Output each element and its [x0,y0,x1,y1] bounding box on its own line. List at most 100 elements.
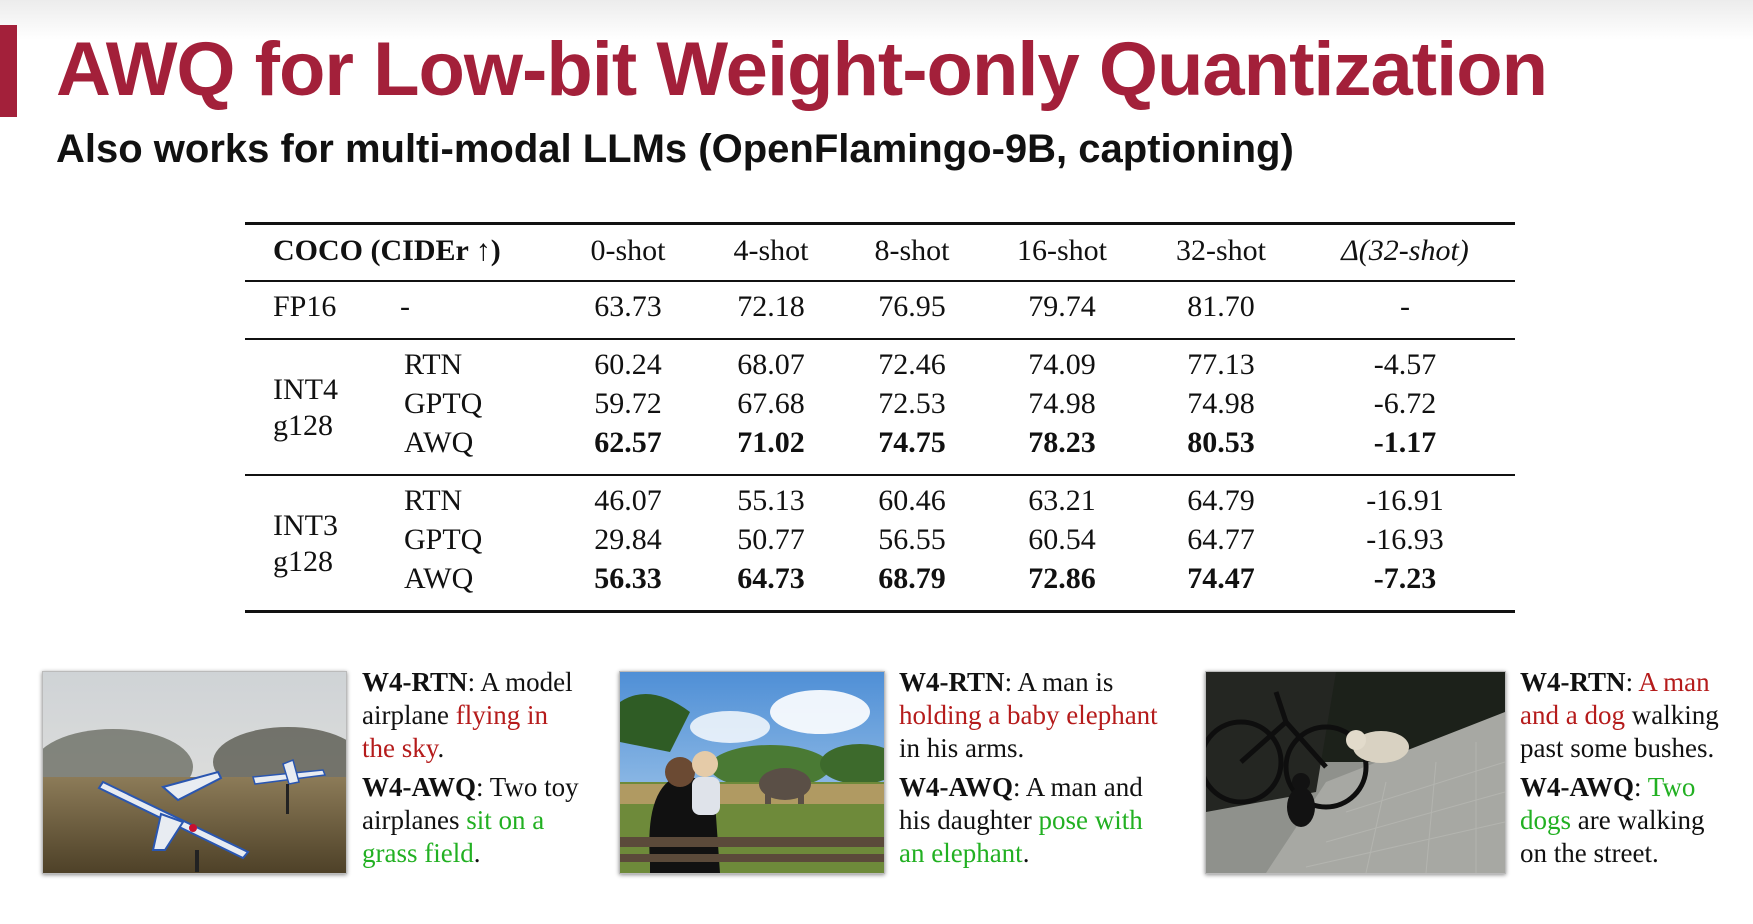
int4-rtn-value: 77.13 [1187,348,1255,381]
caption-3-line3: past some bushes. [1520,732,1719,765]
caption-2-line5: his daughter pose with [899,804,1158,837]
caption-2-line3: in his arms. [899,732,1158,765]
header-shot-0: 0-shot [590,234,666,267]
header-metric-text: COCO (CIDEr ↑) [273,234,501,267]
dogs-on-street-image [1206,672,1505,873]
example-caption-3: W4-RTN: A man and a dog walking past som… [1520,666,1719,870]
table-top-rule [245,222,1515,225]
caption-1-line3: the sky. [362,732,579,765]
int4-rule [245,474,1515,476]
int4-gptq-delta: -6.72 [1373,387,1437,420]
int4-awq-delta: -1.17 [1373,426,1437,459]
int3-awq-delta: -7.23 [1373,562,1437,595]
int4-label-line2: g128 [273,409,333,442]
fp16-delta: - [1400,290,1410,323]
header-shot-32: 32-shot [1176,234,1266,267]
int3-rtn-value: 60.46 [878,484,946,517]
caption-3-rtn-error: A man [1638,667,1710,697]
int3-rtn-value: 63.21 [1028,484,1096,517]
caption-1-rtn-label: W4-RTN [362,667,468,697]
caption-3-awq-correct: dogs [1520,805,1572,835]
caption-1-line2: airplane flying in [362,699,579,732]
caption-1-awq-correct: sit on a [466,805,545,835]
int4-gptq-value: 59.72 [594,387,662,420]
fp16-value: 76.95 [878,290,946,323]
caption-2-rtn-text: in his arms. [899,733,1025,763]
int4-gptq-value: 74.98 [1187,387,1255,420]
caption-1-awq-text: airplanes [362,805,467,835]
example-photo-toy-airplanes [42,671,347,874]
caption-3-line6: on the street. [1520,837,1719,870]
int3-gptq-value: 64.77 [1187,523,1255,556]
caption-2-awq-text: his daughter [899,805,1039,835]
example-caption-2: W4-RTN: A man is holding a baby elephant… [899,666,1158,870]
caption-2-awq-label: W4-AWQ [899,772,1013,802]
example-caption-1: W4-RTN: A model airplane flying in the s… [362,666,579,870]
header-metric: COCO (CIDEr ↑) [273,233,501,269]
int3-group-label: INT3 g128 [273,508,338,580]
int4-awq-value: 71.02 [737,426,805,459]
caption-1-rtn-text: airplane [362,700,456,730]
caption-1-awq-text: . [473,838,481,868]
int3-gptq-value: 29.84 [594,523,662,556]
caption-1-awq-correct: grass field [362,838,474,868]
fp16-value: 72.18 [737,290,805,323]
int4-rtn-value: 72.46 [878,348,946,381]
caption-2-awq-correct: an elephant [899,838,1023,868]
int4-gptq-value: 72.53 [878,387,946,420]
caption-2-rtn-label: W4-RTN [899,667,1005,697]
caption-3-rtn-text: : [1625,667,1639,697]
int4-awq-value: 78.23 [1028,426,1096,459]
caption-2-awq-text: . [1022,838,1030,868]
fp16-value: 79.74 [1028,290,1096,323]
caption-3-rtn-text: past some bushes. [1520,733,1715,763]
caption-2-rtn-text: : A man is [1004,667,1114,697]
example-photo-elephant [619,671,885,874]
int3-rtn-value: 64.79 [1187,484,1255,517]
caption-3-awq-text: : [1634,772,1648,802]
caption-1-awq-text: : Two toy [476,772,579,802]
caption-3-line5: dogs are walking [1520,804,1719,837]
caption-2-awq-correct: pose with [1038,805,1143,835]
title-accent-bar [0,25,17,117]
caption-3-awq-correct: Two [1647,772,1696,802]
fp16-method: - [400,290,410,323]
int4-rtn-value: 68.07 [737,348,805,381]
caption-2-line2: holding a baby elephant [899,699,1158,732]
int3-gptq-method: GPTQ [404,523,483,556]
int4-awq-value: 62.57 [594,426,662,459]
int3-gptq-value: 50.77 [737,523,805,556]
fp16-rule [245,338,1515,340]
int3-awq-value: 72.86 [1028,562,1096,595]
int3-rtn-value: 55.13 [737,484,805,517]
int3-gptq-delta: -16.93 [1366,523,1444,556]
int3-awq-value: 56.33 [594,562,662,595]
caption-3-awq-text: are walking [1571,805,1705,835]
caption-3-awq-text: on the street. [1520,838,1659,868]
caption-3-line4: W4-AWQ: Two [1520,771,1719,804]
caption-1-line1: W4-RTN: A model [362,666,579,699]
caption-1-rtn-error: the sky [362,733,438,763]
caption-2-line4: W4-AWQ: A man and [899,771,1158,804]
caption-3-rtn-label: W4-RTN [1520,667,1626,697]
int3-rtn-value: 46.07 [594,484,662,517]
caption-2-line1: W4-RTN: A man is [899,666,1158,699]
header-shot-4: 4-shot [733,234,809,267]
caption-3-awq-label: W4-AWQ [1520,772,1634,802]
table-bottom-rule [245,610,1515,613]
man-baby-elephant-image [620,672,884,873]
header-rule [245,280,1515,282]
int3-awq-method: AWQ [404,562,474,595]
caption-2-line6: an elephant. [899,837,1158,870]
int4-gptq-method: GPTQ [404,387,483,420]
int4-awq-value: 74.75 [878,426,946,459]
caption-2-awq-text: : A man and [1013,772,1143,802]
int3-rtn-method: RTN [404,484,463,517]
toy-airplanes-image [43,672,346,873]
caption-3-rtn-error: and a dog [1520,700,1625,730]
caption-3-rtn-text: walking [1624,700,1719,730]
caption-1-rtn-text: . [437,733,445,763]
int4-label-line1: INT4 [273,373,338,406]
example-photo-dogs [1205,671,1506,874]
caption-1-line4: W4-AWQ: Two toy [362,771,579,804]
